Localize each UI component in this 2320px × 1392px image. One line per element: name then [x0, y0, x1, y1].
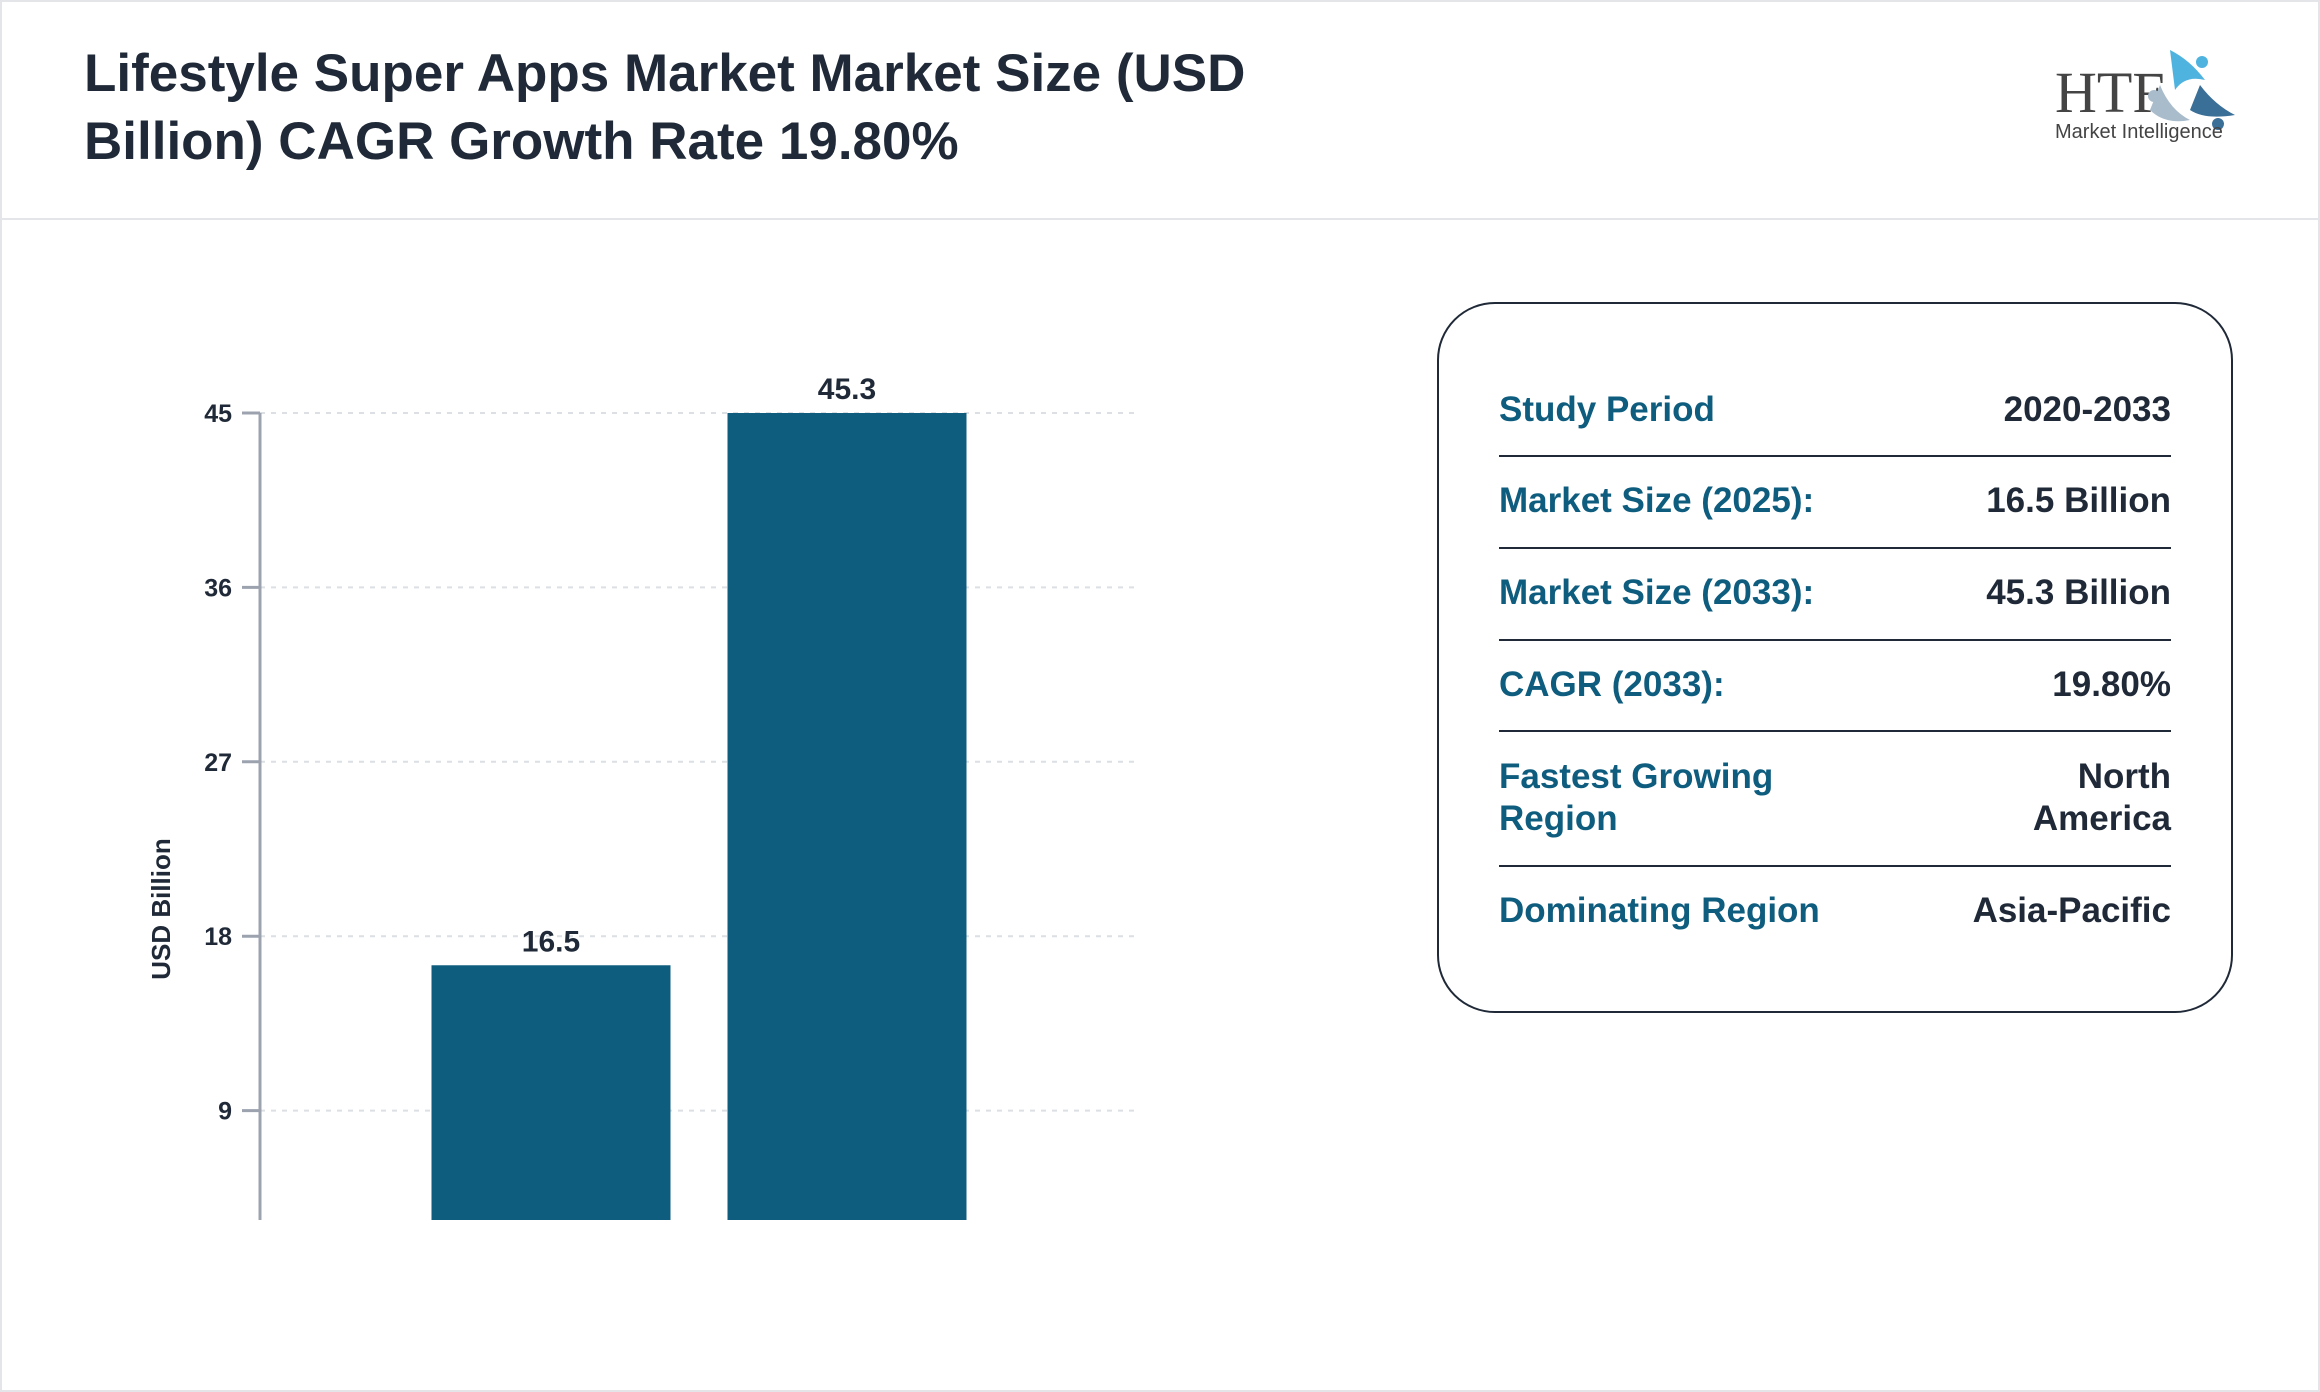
info-value: 19.80% [2052, 664, 2171, 704]
svg-text:Market Intelligence: Market Intelligence [2055, 121, 2223, 143]
y-tick-label: 45 [204, 400, 232, 428]
info-row: Study Period 2020-2033 [1499, 364, 2171, 457]
info-row: Market Size (2025): 16.5 Billion [1499, 455, 2171, 549]
y-tick-label: 18 [204, 923, 232, 951]
y-tick-label: 9 [218, 1098, 232, 1126]
info-row: Dominating Region Asia-Pacific [1499, 865, 2171, 956]
bar-chart: 091827364516.5202545.32033USD Billion [146, 373, 1140, 1220]
info-label: Dominating Region [1499, 890, 1820, 930]
info-label: Market Size (2033): [1499, 573, 1815, 612]
info-label: Study Period [1499, 389, 1715, 429]
info-row: Market Size (2033): 45.3 Billion [1499, 547, 2171, 641]
info-value: 16.5 Billion [1986, 481, 2171, 520]
y-tick-label: 36 [204, 574, 232, 602]
info-card: Study Period 2020-2033 Market Size (2025):… [1437, 302, 2233, 1013]
info-value: North America [2032, 756, 2171, 838]
logo-icon: HTF Market Intelligence [2055, 50, 2235, 143]
info-row: CAGR (2033): 19.80% [1499, 639, 2171, 732]
header: Lifestyle Super Apps Market Market Size … [0, 0, 2320, 220]
info-label: Fastest Growing Region [1499, 756, 1774, 838]
htf-logo: HTF Market Intelligence [2050, 40, 2240, 150]
info-label: CAGR (2033): [1499, 664, 1725, 704]
info-label: Market Size (2025): [1499, 481, 1815, 520]
data-label: 45.3 [818, 373, 876, 406]
bar-2033 [727, 413, 967, 1220]
info-value: 2020-2033 [2003, 389, 2171, 429]
y-axis-label: USD Billion [146, 838, 176, 980]
info-row: Fastest Growing Region North America [1499, 730, 2171, 867]
y-tick-label: 27 [204, 749, 232, 777]
info-value: 45.3 Billion [1986, 573, 2171, 612]
page-title: Lifestyle Super Apps Market Market Size … [84, 44, 1246, 171]
bar-2025 [431, 965, 671, 1220]
svg-text:HTF: HTF [2055, 60, 2165, 125]
info-value: Asia-Pacific [1972, 890, 2171, 930]
data-label: 16.5 [522, 925, 580, 958]
